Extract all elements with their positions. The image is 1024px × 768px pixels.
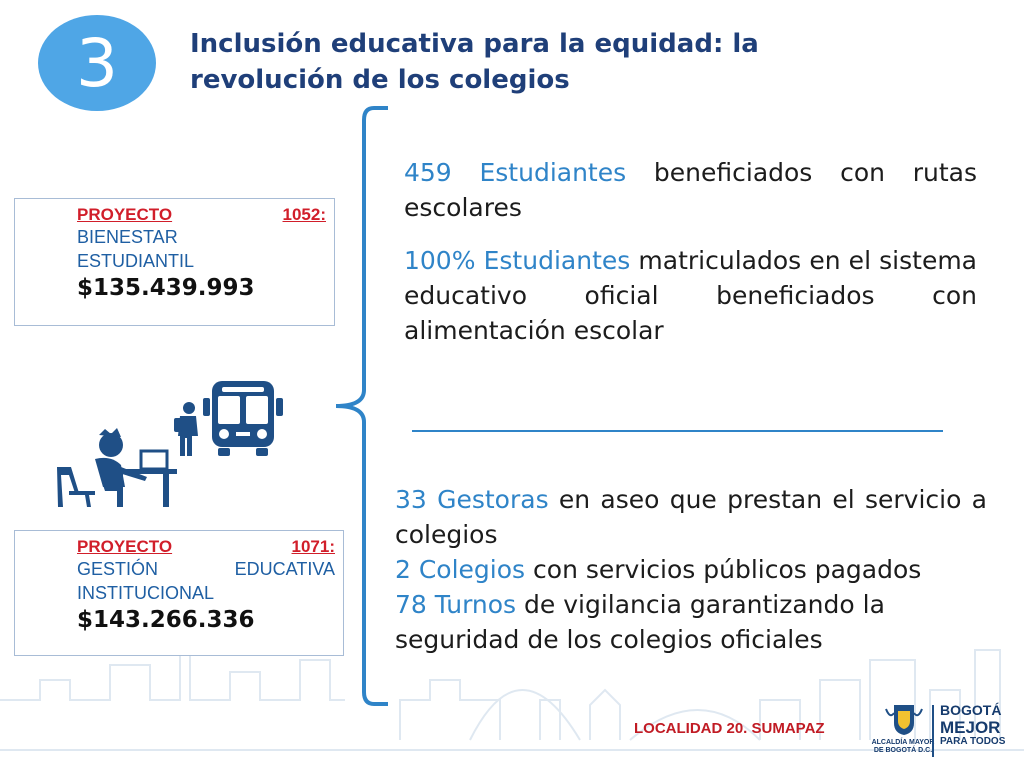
project-code-number: 1052: (282, 205, 326, 224)
project-box-1052: PROYECTO 1052: BIENESTAR ESTUDIANTIL $13… (14, 198, 335, 326)
project-code-label: PROYECTO (77, 205, 173, 224)
info-item: 2 Colegios con servicios públicos pagado… (395, 552, 987, 587)
brand-line1: BOGOTÁ (940, 702, 1002, 718)
info-text: en aseo que prestan el servicio a colegi… (395, 485, 987, 549)
info-block-top: 459 Estudiantes beneficiados con rutas e… (404, 155, 977, 348)
info-highlight: 33 Gestoras (395, 485, 549, 514)
locality-label: LOCALIDAD 20. SUMAPAZ (634, 720, 825, 737)
brand-line2: MEJOR (940, 718, 1001, 737)
info-item: 100% Estudiantes matriculados en el sist… (404, 243, 977, 348)
info-text: matriculados en el sistema educativo ofi… (404, 246, 978, 345)
project-amount: $143.266.336 (77, 607, 255, 633)
logo-separator (932, 705, 934, 757)
info-text: beneficiados con rutas escolares (404, 158, 977, 222)
info-highlight: 78 Turnos (395, 590, 517, 619)
section-number: 3 (76, 24, 118, 102)
info-text: con servicios públicos pagados (525, 555, 922, 584)
student-icon (174, 402, 198, 456)
info-highlight: 100% Estudiantes (404, 246, 631, 275)
info-highlight: 459 Estudiantes (404, 158, 627, 187)
alcaldia-line1: ALCALDÍA MAYOR (871, 739, 935, 746)
coat-of-arms-icon (885, 705, 923, 735)
section-divider (412, 430, 943, 432)
bus-icon (203, 381, 283, 456)
page-title: Inclusión educativa para la equidad: la … (190, 29, 759, 95)
info-highlight: 2 Colegios (395, 555, 526, 584)
project-name-line1: BIENESTAR (77, 227, 178, 247)
alcaldia-line2: DE BOGOTÁ D.C. (873, 747, 933, 754)
bogota-brand-logo: BOGOTÁ MEJOR PARA TODOS (940, 702, 1005, 748)
info-item: 33 Gestoras en aseo que prestan el servi… (395, 482, 987, 552)
project-name-line2: ESTUDIANTIL (77, 251, 195, 271)
project-code: PROYECTO 1052: (77, 205, 326, 225)
alcaldia-label: ALCALDÍA MAYOR DE BOGOTÁ D.C. (868, 739, 938, 755)
project-code-label: PROYECTO (77, 537, 173, 556)
info-item: 459 Estudiantes beneficiados con rutas e… (404, 155, 977, 225)
info-block-bottom: 33 Gestoras en aseo que prestan el servi… (395, 482, 987, 657)
brand-line3: PARA TODOS (940, 736, 1006, 747)
project-amount: $135.439.993 (77, 275, 255, 301)
project-name-line2: INSTITUCIONAL (77, 583, 215, 603)
student-at-desk-icon (57, 428, 177, 507)
project-box-1071: PROYECTO 1071: GESTIÓN EDUCATIVA INSTITU… (14, 530, 344, 656)
brace-divider (335, 106, 388, 706)
project-code-number: 1071: (291, 537, 335, 556)
info-item: 78 Turnos de vigilancia garantizando la … (395, 587, 955, 657)
project-name-line1: GESTIÓN EDUCATIVA (77, 559, 335, 579)
section-number-badge: 3 (38, 15, 156, 111)
project-code: PROYECTO 1071: (77, 537, 335, 557)
info-text: de vigilancia garantizando la seguridad … (395, 590, 885, 654)
